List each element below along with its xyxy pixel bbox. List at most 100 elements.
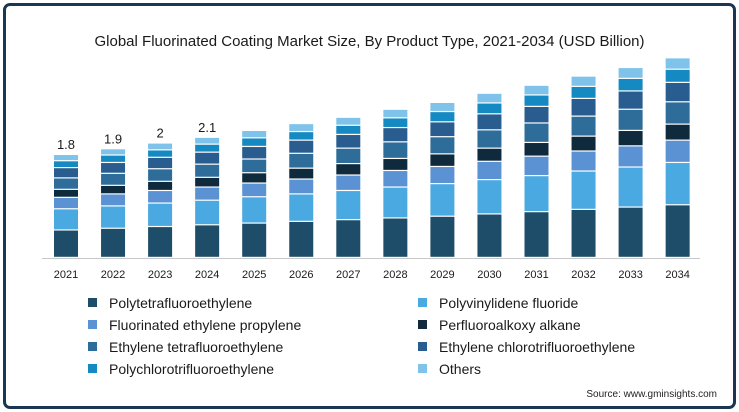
bar-segment: [477, 161, 502, 180]
bar-segment: [430, 184, 455, 216]
bar-segment: [430, 122, 455, 137]
legend-label: Ethylene tetrafluoroethylene: [109, 338, 284, 355]
bar-segment: [101, 149, 126, 155]
bar-segment: [477, 180, 502, 214]
legend-swatch: [418, 364, 427, 373]
bar-segment: [289, 140, 314, 153]
bar-segment: [477, 114, 502, 130]
bar-segment: [242, 183, 267, 197]
bar-segment: [242, 159, 267, 173]
legend-label: Polytetrafluoroethylene: [109, 294, 253, 311]
bar-segment: [383, 128, 408, 142]
bar-segment: [242, 147, 267, 159]
bar-segment: [477, 130, 502, 148]
bar-segment: [336, 175, 361, 190]
bar-segment: [195, 200, 220, 225]
bar-segment: [430, 137, 455, 154]
bar-segment: [289, 194, 314, 221]
bar-segment: [477, 103, 502, 114]
x-tick-label: 2028: [383, 269, 407, 281]
bar-segment: [477, 93, 502, 103]
legend-label: Ethylene chlorotrifluoroethylene: [439, 338, 636, 355]
bar-segment: [665, 205, 690, 257]
legend-item: Polychlorotrifluoroethylene: [88, 359, 418, 378]
bar-segment: [477, 148, 502, 161]
stacked-bar-chart: 1.8 2021 1.9 2022 2 2023 2.1 2024 2025 2026 2027 20…: [42, 58, 700, 281]
source-note: Source: www.gminsights.com: [586, 389, 717, 400]
bar-segment: [336, 191, 361, 220]
bar-segment: [195, 225, 220, 257]
bar-segment: [336, 220, 361, 257]
bar-segment: [148, 169, 173, 181]
bar-segment: [242, 131, 267, 138]
bar-segment: [54, 161, 78, 167]
legend-item: Perfluoroalkoxy alkane: [418, 315, 708, 334]
bar-segment: [524, 85, 549, 95]
bar-segment: [571, 116, 596, 136]
bar-segment: [618, 109, 643, 130]
x-tick-label: 2033: [618, 269, 642, 281]
bar-segment: [289, 132, 314, 140]
total-data-label: 2: [156, 126, 163, 141]
bar-segment: [242, 197, 267, 223]
total-data-label: 1.8: [57, 137, 75, 152]
bar-segment: [524, 212, 549, 257]
legend-swatch: [418, 298, 427, 307]
bar-segment: [524, 156, 549, 176]
legend-swatch: [88, 364, 97, 373]
bar-segment: [524, 106, 549, 123]
bar-segment: [571, 151, 596, 171]
bar-segment: [54, 197, 78, 209]
legend-swatch: [88, 298, 97, 307]
bar-segment: [54, 189, 78, 197]
x-tick-label: 2027: [336, 269, 360, 281]
bar-segment: [383, 142, 408, 158]
bar-segment: [101, 206, 126, 228]
bar-segment: [101, 228, 126, 257]
bar-segment: [524, 95, 549, 106]
bar-segment: [148, 227, 173, 257]
bar-segment: [618, 78, 643, 91]
bar-segment: [242, 138, 267, 146]
legend-swatch: [418, 342, 427, 351]
x-tick-label: 2034: [665, 269, 689, 281]
bar-segment: [618, 207, 643, 257]
bar-segment: [195, 144, 220, 152]
bar-segment: [430, 102, 455, 111]
bar-segment: [148, 143, 173, 150]
bar-segment: [54, 155, 78, 161]
bar-segment: [336, 148, 361, 163]
bar-segment: [524, 143, 549, 156]
legend-label: Polyvinylidene fluoride: [439, 294, 579, 311]
bar-segment: [383, 171, 408, 187]
legend-item: Fluorinated ethylene propylene: [88, 315, 418, 334]
bar-segment: [148, 157, 173, 169]
bar-segment: [383, 159, 408, 170]
bar-segment: [571, 86, 596, 98]
bar-segment: [289, 179, 314, 194]
legend-item: Polytetrafluoroethylene: [88, 293, 418, 312]
bar-segment: [289, 221, 314, 257]
legend-item: Others: [418, 359, 708, 378]
bar-segment: [571, 136, 596, 151]
bar-segment: [195, 177, 220, 187]
bar-segment: [242, 223, 267, 257]
x-tick-label: 2030: [477, 269, 501, 281]
legend: Polytetrafluoroethylene Polyvinylidene fl…: [88, 293, 708, 378]
bar-segment: [336, 117, 361, 125]
legend-item: Polyvinylidene fluoride: [418, 293, 708, 312]
legend-swatch: [88, 320, 97, 329]
bar-segment: [571, 98, 596, 116]
bar-segment: [524, 123, 549, 142]
bar-segment: [430, 216, 455, 257]
bar-segment: [571, 209, 596, 257]
x-tick-label: 2021: [54, 269, 78, 281]
bar-segment: [289, 124, 314, 131]
bar-segment: [101, 173, 126, 185]
legend-swatch: [88, 342, 97, 351]
x-tick-label: 2024: [195, 269, 219, 281]
chart-frame: [3, 3, 736, 409]
bar-segment: [54, 178, 78, 189]
bar-segment: [148, 150, 173, 157]
bar-segment: [289, 153, 314, 168]
